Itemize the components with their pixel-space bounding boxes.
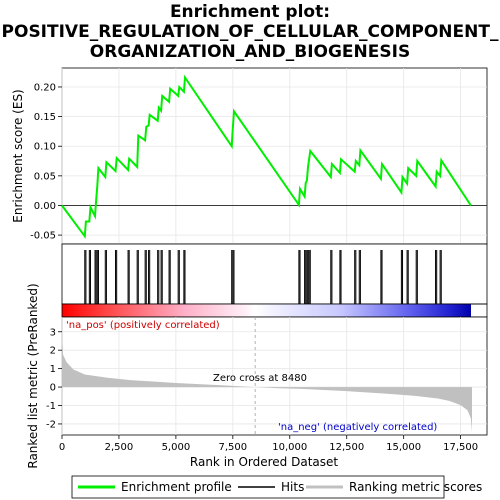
rank-ytick-label: 3 — [50, 327, 56, 338]
title-line-2: POSITIVE_REGULATION_OF_CELLULAR_COMPONEN… — [1, 22, 499, 42]
es-ytick-label: 0.00 — [34, 201, 56, 212]
es-ytick-label: -0.05 — [30, 231, 56, 242]
x-tick-label: 7,500 — [219, 442, 248, 453]
neg-label: 'na_neg' (negatively correlated) — [278, 422, 437, 433]
chart-title: Enrichment plot: POSITIVE_REGULATION_OF_… — [0, 2, 500, 62]
rank-ytick-label: 0 — [50, 383, 56, 394]
legend-ranking-label: Ranking metric scores — [349, 480, 482, 494]
pos-label: 'na_pos' (positively correlated) — [66, 320, 220, 331]
es-ytick-label: 0.10 — [34, 142, 56, 153]
rank-panel-frame — [61, 316, 488, 436]
x-tick-label: 10,000 — [272, 442, 307, 453]
es-panel-frame — [61, 67, 488, 245]
title-line-3: ORGANIZATION_AND_BIOGENESIS — [89, 42, 411, 62]
rank-color-bar — [62, 304, 471, 317]
x-tick-label: 15,000 — [386, 442, 421, 453]
ranking-metric-area — [62, 331, 472, 433]
x-tick-label: 5,000 — [162, 442, 191, 453]
x-tick-label: 0 — [59, 442, 65, 453]
enrichment-profile-line — [61, 74, 472, 240]
es-ytick-label: 0.20 — [34, 82, 56, 93]
rank-ylabel: Ranked list metric (PreRanked) — [26, 283, 40, 468]
x-tick-label: 2,500 — [105, 442, 134, 453]
legend-hits-label: Hits — [281, 480, 304, 494]
es-ytick-label: 0.05 — [34, 171, 56, 182]
x-axis-label: Rank in Ordered Dataset — [190, 455, 338, 469]
es-ylabel: Enrichment score (ES) — [11, 89, 25, 222]
hits-panel-frame — [61, 243, 488, 305]
rank-ytick-label: -1 — [46, 401, 56, 412]
zero-cross-label: Zero cross at 8480 — [213, 373, 307, 384]
legend-enrichment-label: Enrichment profile — [121, 480, 232, 494]
es-ytick-label: 0.15 — [34, 112, 56, 123]
title-line-1: Enrichment plot: — [169, 2, 331, 22]
rank-ytick-label: 2 — [50, 346, 56, 357]
x-tick-label: 12,500 — [329, 442, 364, 453]
rank-ytick-label: -2 — [46, 419, 56, 430]
x-tick-label: 17,500 — [443, 442, 478, 453]
rank-ytick-label: 1 — [50, 364, 56, 375]
